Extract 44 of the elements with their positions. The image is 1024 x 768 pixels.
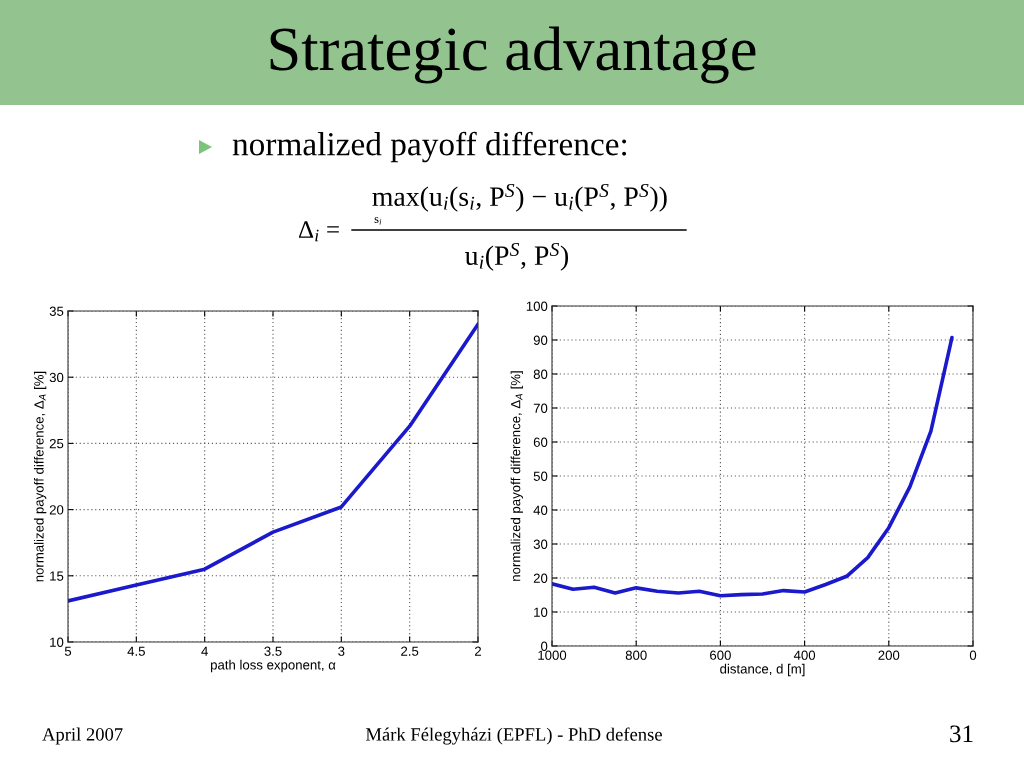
text: Δ$_{i}$ =	[298, 221, 339, 242]
text: April 2007	[42, 727, 123, 745]
text: Márk Félegyházi (EPFL) - PhD defense	[365, 727, 662, 745]
y-tick-label: 80	[533, 369, 548, 379]
y-axis-title: normalized payoff difference, Δ$_{A}$ [%]	[33, 371, 47, 582]
y-tick-label: 30	[49, 372, 64, 383]
y-tick-label: 60	[533, 437, 548, 447]
y-tick-label: 35	[49, 306, 64, 316]
y-tick-label: 50	[533, 471, 548, 481]
x-axis-title: distance, d [m]	[720, 663, 805, 677]
y-tick-label: 10	[534, 607, 548, 617]
x-tick-label: 1000	[538, 650, 567, 660]
x-axis-title: path loss exponent, α	[210, 659, 336, 673]
y-tick-label: 30	[533, 539, 548, 549]
text: max(u$_{i}$(s$_{i}$, P$^{S}$) − u$_{i}$(P$^{S}$, P$^{S}$))	[372, 183, 667, 212]
text: s$_{i}$	[374, 217, 382, 225]
y-tick-label: 15	[50, 571, 64, 581]
x-tick-label: 2.5	[401, 646, 419, 656]
x-tick-label: 4	[201, 646, 208, 656]
x-tick-label: 4.5	[127, 646, 145, 656]
line-series	[68, 322, 478, 603]
line-series	[552, 335, 954, 598]
text: u$_{i}$(P$^{S}$, P$^{S}$)	[465, 242, 569, 271]
y-tick-label: 40	[533, 505, 548, 515]
y-tick-label: 70	[533, 403, 548, 413]
x-tick-label: 0	[969, 650, 977, 660]
y-tick-label: 90	[533, 335, 548, 345]
text: 31	[950, 725, 973, 743]
y-axis-title: normalized payoff difference, Δ$_{A}$ [%]	[510, 371, 523, 581]
y-tick-label: 25	[49, 438, 64, 449]
y-tick-label: 100	[526, 301, 548, 311]
x-tick-label: 600	[710, 650, 731, 660]
x-tick-label: 5	[64, 646, 72, 656]
x-tick-label: 2	[475, 646, 482, 656]
y-tick-label: 20	[49, 505, 64, 515]
y-tick-label: 10	[50, 637, 64, 647]
x-tick-label: 3.5	[264, 646, 282, 656]
y-tick-label: 20	[533, 573, 548, 583]
x-tick-label: 400	[793, 650, 816, 660]
text: normalized payoff difference:	[232, 131, 627, 163]
x-tick-label: 200	[878, 650, 900, 660]
text: Strategic advantage	[270, 26, 756, 84]
x-tick-label: 800	[625, 650, 647, 660]
x-tick-label: 3	[338, 646, 345, 656]
